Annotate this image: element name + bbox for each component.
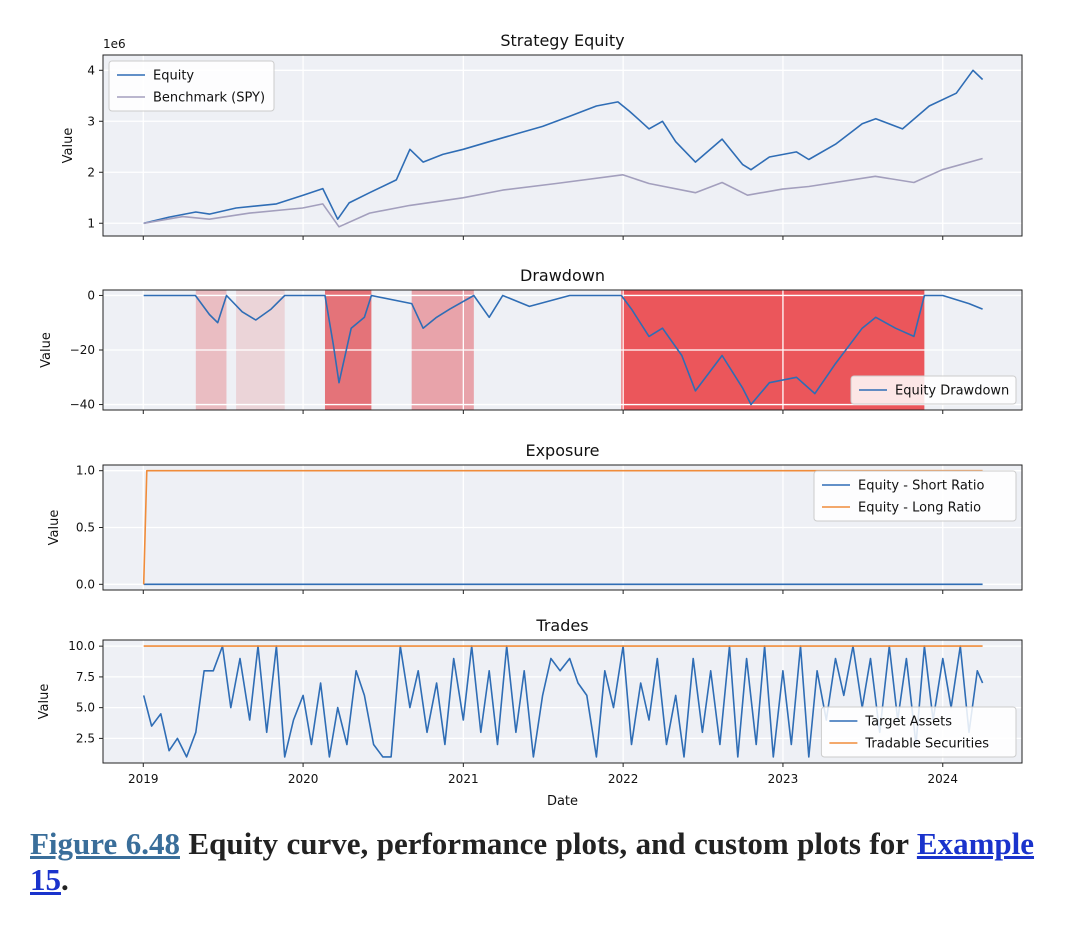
y-tick-label: 10.0: [68, 639, 95, 653]
x-tick-label: 2022: [608, 772, 639, 786]
series-line-equity: [143, 69, 984, 225]
y-scale-label: 1e6: [103, 37, 126, 51]
legend: Target Assets Tradable Securities: [820, 706, 1017, 758]
series-line-equity-drawdown: [143, 294, 983, 406]
y-tick-label: 0.0: [76, 577, 95, 591]
legend-label: Benchmark (SPY): [153, 91, 265, 106]
legend-label: Target Assets: [864, 715, 952, 730]
y-tick-label: 3: [87, 114, 95, 128]
y-tick-label: −20: [70, 343, 95, 357]
series-line-equity-long-ratio: [142, 469, 983, 585]
y-tick-label: 4: [87, 63, 95, 77]
legend-label: Equity: [153, 69, 194, 84]
legend-box: [813, 470, 1017, 522]
example-link[interactable]: Example 15: [30, 826, 1035, 897]
legend: Equity - Short Ratio Equity - Long Ratio: [813, 470, 1017, 522]
x-tick-label: 2024: [927, 772, 958, 786]
panel-strategy-equity: 1 2 3 4 Strategy Equity Value 1e6 Equity Benchma…: [61, 31, 1023, 240]
legend-box: [820, 706, 1017, 758]
y-tick-label: 2: [87, 165, 95, 179]
panel-exposure: 0.0 0.5 1.0 Exposure Value Equity - Short Rat…: [47, 441, 1023, 594]
x-tick-label: 2020: [288, 772, 319, 786]
y-tick-label: 2.5: [76, 731, 95, 745]
legend-box: [108, 60, 275, 112]
legend-label: Equity - Short Ratio: [858, 479, 985, 494]
legend: Equity Drawdown: [850, 375, 1017, 405]
panel-title: Strategy Equity: [500, 31, 624, 50]
caption-text: Equity curve, performance plots, and cus…: [179, 826, 917, 861]
panel-title: Trades: [535, 616, 588, 635]
y-tick-label: 5.0: [76, 701, 95, 715]
panel-title: Exposure: [525, 441, 599, 460]
legend-box: [850, 375, 1017, 405]
x-tick-label: 2021: [448, 772, 479, 786]
axes-frame: [102, 639, 1023, 764]
series-line-target-assets: [142, 645, 984, 758]
legend: Equity Benchmark (SPY): [108, 60, 275, 112]
y-tick-label: −40: [70, 398, 95, 412]
panel-title: Drawdown: [520, 266, 605, 285]
figure-canvas: 1 2 3 4 Strategy Equity Value 1e6 Equity Benchma…: [37, 31, 1023, 809]
legend-label: Equity - Long Ratio: [858, 501, 981, 516]
series-line-benchmark-spy-: [143, 157, 983, 228]
figure-link[interactable]: Figure 6.48: [30, 826, 180, 861]
x-axis-label: Date: [547, 794, 578, 809]
legend-label: Equity Drawdown: [895, 384, 1009, 399]
y-tick-label: 0.5: [76, 521, 95, 535]
legend-label: Tradable Securities: [864, 737, 989, 752]
figure-caption: Figure 6.48 Equity curve, performance pl…: [30, 826, 1034, 898]
y-tick-label: 1: [87, 216, 95, 230]
y-axis-label: Value: [61, 128, 76, 164]
y-axis-label: Value: [47, 510, 62, 546]
y-tick-label: 1.0: [76, 464, 95, 478]
y-tick-label: 7.5: [76, 670, 95, 684]
panel-trades: 2.5 5.0 7.5 10.0 Trades Value 2019 2020 2021 2022…: [37, 616, 1023, 809]
y-tick-label: 0: [87, 288, 95, 302]
y-axis-label: Value: [37, 684, 52, 720]
x-tick-label: 2019: [128, 772, 159, 786]
axes-frame: [102, 54, 1023, 237]
caption-end: .: [61, 862, 69, 897]
y-axis-label: Value: [39, 332, 54, 368]
x-tick-label: 2023: [768, 772, 799, 786]
panel-drawdown: 0 −20 −40 Drawdown Value Equity Drawdown: [39, 266, 1023, 414]
